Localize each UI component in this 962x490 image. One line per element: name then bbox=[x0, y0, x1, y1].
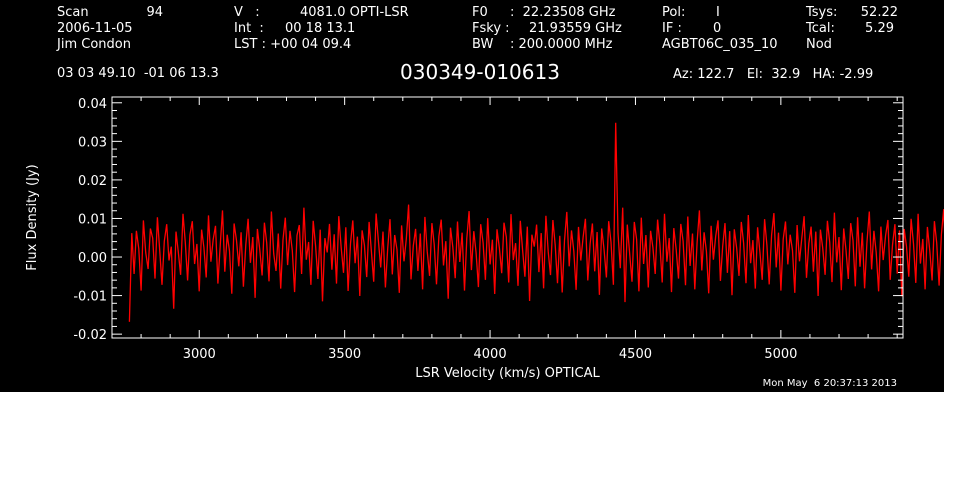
spectrum-chart: 3000 3500 4000 4500 5000 -0.02 -0.01 0.00 0.01 0.… bbox=[25, 96, 944, 381]
az-el-ha-text: Az: 122.7 El: 32.9 HA: -2.99 bbox=[673, 67, 874, 82]
plot-panel: Scan 94 2006-11-05 Jim Condon V : 4081.0… bbox=[0, 0, 944, 392]
y-tick-label: 0.04 bbox=[78, 97, 107, 112]
date-text: 2006-11-05 bbox=[57, 21, 133, 36]
f0-value: : 22.23508 GHz bbox=[510, 5, 616, 20]
x-tick-label: 5000 bbox=[764, 347, 797, 362]
y-tick-label: -0.02 bbox=[73, 328, 107, 343]
x-tick-label: 3000 bbox=[183, 347, 216, 362]
velocity-label: V : bbox=[234, 5, 260, 20]
bandwidth-value: : 200.0000 MHz bbox=[510, 37, 613, 52]
integration-label: Int : bbox=[234, 21, 264, 36]
y-tick-label: 0.02 bbox=[78, 174, 107, 189]
x-axis-label: LSR Velocity (km/s) OPTICAL bbox=[415, 366, 600, 381]
plot-frame bbox=[111, 96, 904, 339]
tcal-value: 5.29 bbox=[865, 21, 894, 36]
y-tick-label: -0.01 bbox=[73, 290, 107, 305]
bandwidth-label: BW bbox=[472, 37, 494, 52]
fsky-value: 21.93559 GHz bbox=[529, 21, 622, 36]
coordinates-text: 03 03 49.10 -01 06 13.3 bbox=[57, 66, 219, 81]
x-tick-label: 3500 bbox=[328, 347, 361, 362]
nod-text: Nod bbox=[806, 37, 832, 52]
velocity-value: 4081.0 OPTI-LSR bbox=[300, 5, 409, 20]
tsys-value: 52.22 bbox=[860, 5, 898, 20]
y-tick-label: 0.01 bbox=[78, 212, 107, 227]
tsys-label: Tsys: bbox=[806, 5, 838, 20]
timestamp: Mon May 6 20:37:13 2013 bbox=[762, 378, 897, 389]
source-name: 030349-010613 bbox=[400, 60, 560, 84]
f0-label: F0 bbox=[472, 5, 488, 20]
scan-value: 94 bbox=[146, 5, 163, 20]
axis-layer: 3000 3500 4000 4500 5000 -0.02 -0.01 0.00 0.01 0.… bbox=[73, 97, 903, 362]
integration-value: 00 18 13.1 bbox=[285, 21, 356, 36]
lst-text: LST : +00 04 09.4 bbox=[234, 37, 352, 52]
if-label: IF : bbox=[662, 21, 682, 36]
fsky-label: Fsky : bbox=[472, 21, 510, 36]
x-tick-label: 4000 bbox=[474, 347, 507, 362]
y-tick-label: 0.03 bbox=[78, 135, 107, 150]
x-tick-label: 4500 bbox=[619, 347, 652, 362]
pol-label: Pol: bbox=[662, 5, 686, 20]
spectrum-line bbox=[128, 122, 944, 322]
pol-value: I bbox=[716, 5, 720, 20]
tcal-label: Tcal: bbox=[806, 21, 835, 36]
y-tick-label: 0.00 bbox=[78, 251, 107, 266]
observer-name: Jim Condon bbox=[57, 37, 131, 52]
if-value: 0 bbox=[713, 21, 722, 36]
scan-label: Scan bbox=[57, 5, 89, 20]
spectrum-trace-layer bbox=[128, 122, 944, 322]
project-id: AGBT06C_035_10 bbox=[662, 37, 778, 52]
y-axis-label: Flux Density (Jy) bbox=[25, 164, 40, 270]
